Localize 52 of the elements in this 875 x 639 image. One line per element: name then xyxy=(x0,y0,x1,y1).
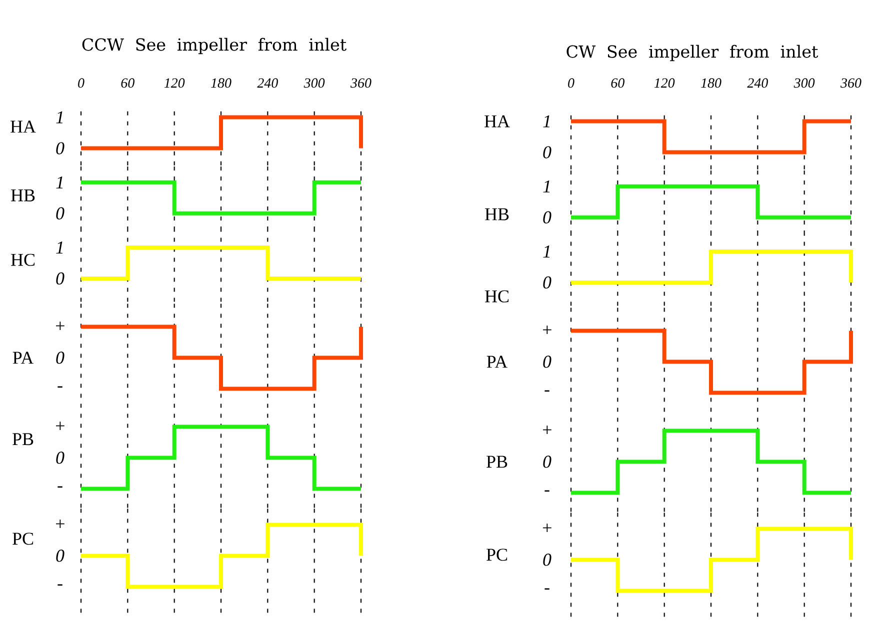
y-axis-title: PC xyxy=(12,532,34,545)
x-tick-label: 0 xyxy=(568,78,574,88)
x-tick-label: 180 xyxy=(701,78,722,88)
y-tick-label: 1 xyxy=(543,115,550,128)
y-axis-title: HC xyxy=(485,290,509,302)
text: + xyxy=(542,426,552,434)
text: + xyxy=(56,322,64,330)
y-axis-title: HA xyxy=(484,115,510,128)
x-tick-label: 300 xyxy=(304,78,325,88)
x-tick-label: 240 xyxy=(747,78,768,88)
text: - xyxy=(58,486,62,488)
y-tick-label: 1 xyxy=(543,246,550,258)
y-axis-title: PA xyxy=(12,352,34,364)
text: - xyxy=(58,386,62,388)
text: + xyxy=(56,422,64,430)
text: - xyxy=(544,390,550,392)
y-tick-label: 1 xyxy=(56,111,63,124)
y-axis-title: HB xyxy=(485,208,509,220)
x-tick-label: 0 xyxy=(78,78,84,88)
y-tick-label: 1 xyxy=(56,242,63,254)
x-tick-label: 360 xyxy=(840,78,862,88)
y-tick-label: 0 xyxy=(56,142,64,154)
x-tick-label: 120 xyxy=(164,78,185,88)
x-tick-label: 60 xyxy=(121,78,134,88)
y-tick-label: 0 xyxy=(56,207,64,220)
x-tick-label: 240 xyxy=(257,78,278,88)
y-axis-title: PA xyxy=(486,356,508,368)
text: + xyxy=(542,326,552,334)
y-axis-title: PC xyxy=(486,548,508,561)
y-axis-title: HB xyxy=(11,189,35,202)
text: - xyxy=(58,584,62,586)
y-tick-label: 0 xyxy=(543,211,552,224)
y-tick-label: 0 xyxy=(56,272,64,285)
text: + xyxy=(56,520,64,528)
x-tick-label: 120 xyxy=(654,78,675,88)
x-tick-label: 180 xyxy=(211,78,232,88)
y-tick-label: 1 xyxy=(56,176,63,188)
chart-title: CCW See impeller from inlet xyxy=(82,38,346,54)
x-tick-label: 300 xyxy=(794,78,815,88)
y-axis-title: PB xyxy=(12,433,34,446)
y-tick-label: 0 xyxy=(543,276,552,289)
chart-title: CW See impeller from inlet xyxy=(566,44,818,62)
y-axis-title: HC xyxy=(11,254,35,266)
y-axis-title: HA xyxy=(10,120,36,133)
text: + xyxy=(542,524,552,532)
x-tick-label: 360 xyxy=(350,78,372,88)
y-tick-label: 0 xyxy=(543,146,552,158)
x-tick-label: 60 xyxy=(611,78,624,88)
text: - xyxy=(544,588,550,590)
text: - xyxy=(544,490,550,492)
y-axis-title: PB xyxy=(486,456,508,468)
y-tick-label: 1 xyxy=(543,180,550,192)
